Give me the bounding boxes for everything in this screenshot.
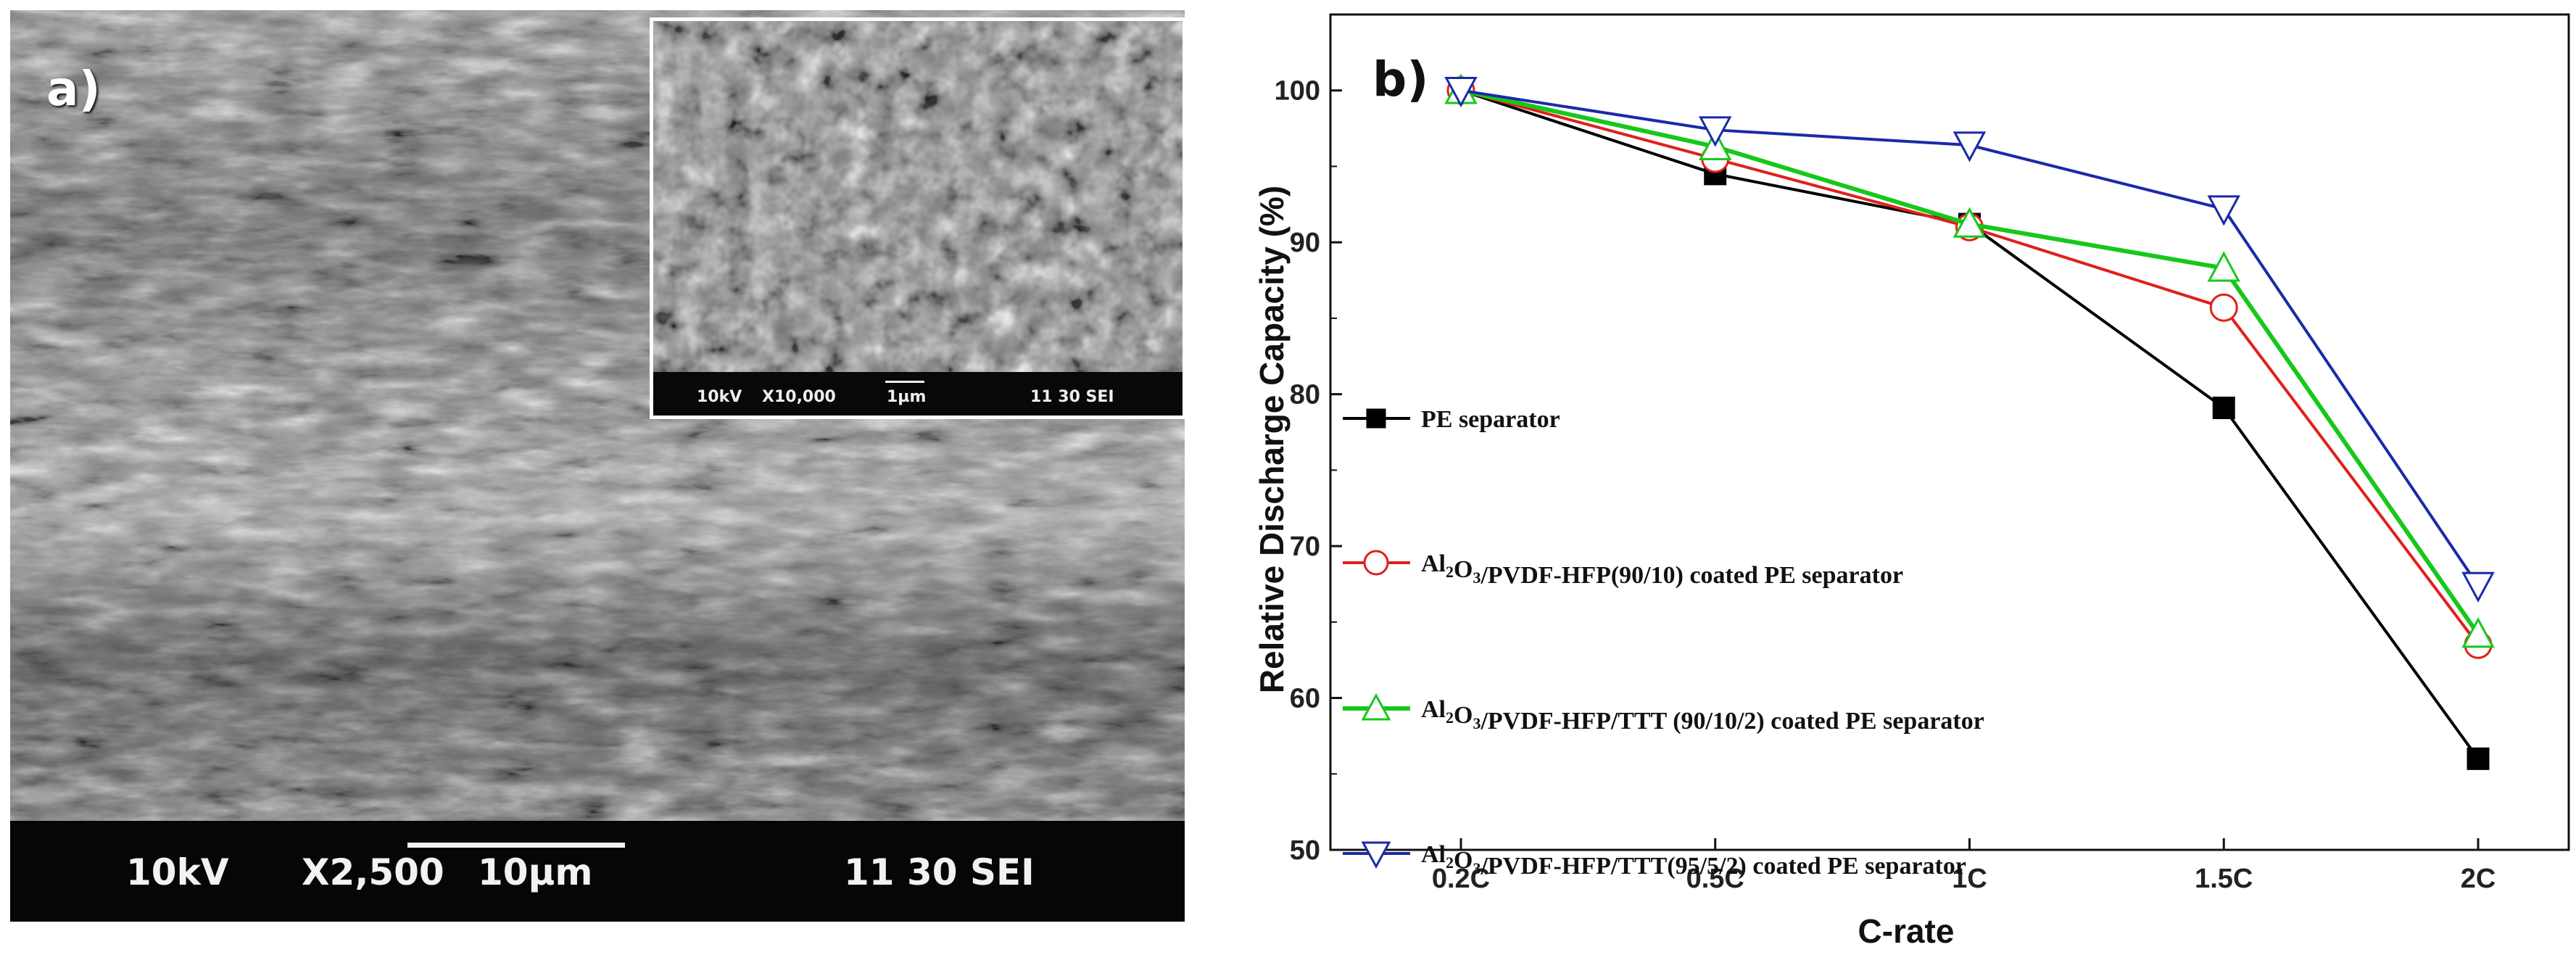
legend-label: Al2O3/PVDF-HFP(90/10) coated PE separato… xyxy=(1421,550,1903,589)
panel-a-label: a) xyxy=(46,61,101,117)
legend-entry: Al2O3/PVDF-HFP/TTT (90/10/2) coated PE s… xyxy=(1343,693,1984,735)
chart-legend: PE separator Al2O3/PVDF-HFP(90/10) coated… xyxy=(1343,406,1984,880)
y-tick-label: 50 xyxy=(1290,835,1320,866)
legend-marker xyxy=(1361,841,1391,869)
y-tick-label: 90 xyxy=(1290,228,1320,258)
chart-axes: 50 60 70 80 90 100 0.2C 0.5C 1C 1.5C 2C C-rate Relat… xyxy=(1253,13,2570,950)
panel-b-label: b) xyxy=(1372,51,1428,107)
data-point xyxy=(2207,195,2241,226)
y-axis-title: Relative Discharge Capacity (%) xyxy=(1253,186,1291,694)
x-tick-label: 2C xyxy=(2461,864,2496,894)
inset-info-bar: 10kV X10,000 1µm 11 30 SEI xyxy=(653,372,1183,416)
series-line xyxy=(1460,88,2480,587)
chart-series xyxy=(1444,73,2495,770)
plot-frame xyxy=(1329,13,2570,851)
legend-marker xyxy=(1361,693,1391,721)
y-tick-label: 100 xyxy=(1275,76,1320,107)
sem-image-panel: a) 10kV X10,000 1µm 1 xyxy=(10,10,1185,922)
legend-label: PE separator xyxy=(1421,406,1560,433)
data-point xyxy=(2212,396,2235,419)
sem-micrograph-inset xyxy=(653,21,1183,372)
rate-capability-chart: 50 60 70 80 90 100 0.2C 0.5C 1C 1.5C 2C C-rate Relat… xyxy=(1253,13,2570,950)
sem-magnification: X2,500 xyxy=(302,851,444,893)
data-point xyxy=(1698,116,1732,147)
sem-info-bar: 10kV X2,500 10µm 11 30 SEI xyxy=(10,821,1185,922)
inset-scale-bar xyxy=(885,381,924,383)
x-tick-label: 0.5C xyxy=(1686,864,1744,894)
data-point xyxy=(1952,207,1987,238)
x-tick-label: 1C xyxy=(1952,864,1987,894)
series-4 xyxy=(1444,76,2495,603)
data-point xyxy=(1444,76,1478,108)
inset-image-id: 11 30 SEI xyxy=(1030,388,1114,406)
sem-inset: 10kV X10,000 1µm 11 30 SEI xyxy=(650,17,1185,419)
sem-voltage: 10kV xyxy=(126,851,229,893)
legend-label: Al2O3/PVDF-HFP/TTT (90/10/2) coated PE s… xyxy=(1421,696,1984,735)
sem-scale-label: 10µm xyxy=(478,851,593,893)
sem-image-id: 11 30 SEI xyxy=(844,851,1035,893)
sem-scale-bar xyxy=(407,843,625,848)
x-tick-label: 0.2C xyxy=(1432,864,1490,894)
inset-scale-label: 1µm xyxy=(887,388,927,406)
legend-entry: Al2O3/PVDF-HFP/TTT(95/5/2) coated PE sep… xyxy=(1343,841,1966,880)
data-point xyxy=(2461,571,2495,603)
x-axis-title: C-rate xyxy=(1858,912,1955,950)
data-point xyxy=(2461,617,2495,648)
data-point xyxy=(2209,293,2238,322)
legend-entry: PE separator xyxy=(1343,406,1560,433)
legend-marker xyxy=(1366,408,1386,429)
inset-magnification: X10,000 xyxy=(762,388,836,406)
data-point xyxy=(2467,747,2490,770)
series-line xyxy=(1460,88,2480,636)
y-tick-label: 70 xyxy=(1290,532,1320,562)
y-tick-label: 80 xyxy=(1290,380,1320,410)
legend-entry: Al2O3/PVDF-HFP(90/10) coated PE separato… xyxy=(1343,550,1903,589)
series-line xyxy=(1460,88,2480,760)
inset-voltage: 10kV xyxy=(697,388,742,406)
legend-marker xyxy=(1363,550,1389,576)
y-tick-label: 60 xyxy=(1290,684,1320,714)
data-point xyxy=(2207,251,2241,282)
data-point xyxy=(1952,131,1987,162)
legend-label: Al2O3/PVDF-HFP/TTT(95/5/2) coated PE sep… xyxy=(1421,841,1966,880)
x-tick-label: 1.5C xyxy=(2195,864,2253,894)
